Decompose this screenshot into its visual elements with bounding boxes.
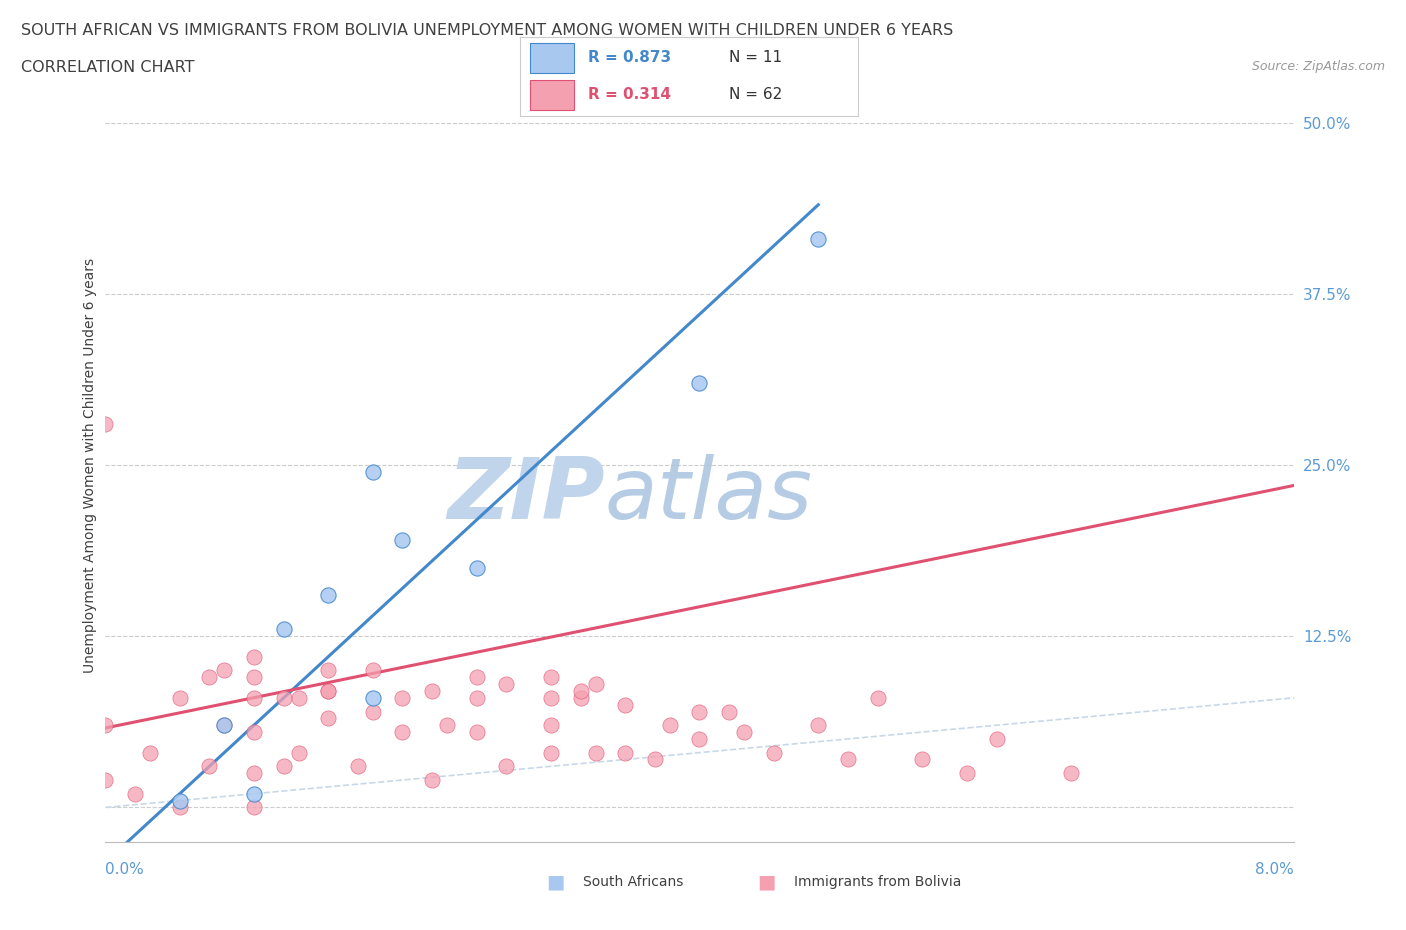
Point (243, 690, 266, 705)
Text: Immigrants from Bolivia: Immigrants from Bolivia (794, 874, 962, 889)
Point (347, 759, 370, 774)
Point (316, 684, 339, 698)
Point (124, 786, 146, 801)
Point (733, 724, 755, 739)
Bar (530, 43, 574, 73)
Point (361, 464, 384, 479)
Point (718, 704, 741, 719)
Point (540, 718, 562, 733)
Point (420, 684, 443, 698)
Point (316, 663, 339, 678)
Text: 0.0%: 0.0% (105, 862, 145, 877)
Point (287, 690, 309, 705)
Point (465, 690, 488, 705)
Point (243, 670, 266, 684)
Point (569, 690, 592, 705)
Point (614, 745, 637, 760)
Text: R = 0.873: R = 0.873 (588, 50, 671, 65)
Point (614, 698, 637, 712)
Point (540, 670, 562, 684)
Text: South Africans: South Africans (583, 874, 683, 889)
Point (866, 690, 889, 705)
Point (986, 732, 1008, 747)
Point (689, 376, 711, 391)
Point (243, 800, 266, 815)
Point (585, 677, 607, 692)
Point (243, 765, 266, 780)
Point (243, 786, 266, 801)
Point (465, 670, 488, 684)
Point (214, 718, 236, 733)
Point (316, 711, 339, 725)
Point (94, 773, 117, 788)
Point (762, 745, 785, 760)
Text: ■: ■ (756, 872, 776, 891)
Point (807, 718, 830, 733)
Point (214, 718, 236, 733)
Point (391, 724, 413, 739)
Text: R = 0.314: R = 0.314 (588, 87, 671, 102)
Text: ■: ■ (546, 872, 565, 891)
Point (495, 677, 517, 692)
Point (391, 533, 413, 548)
Point (198, 759, 221, 774)
Point (94, 417, 117, 432)
Point (465, 724, 488, 739)
Point (169, 793, 191, 808)
Point (214, 663, 236, 678)
Point (540, 690, 562, 705)
Point (361, 690, 384, 705)
Text: atlas: atlas (605, 454, 813, 537)
Bar (530, 80, 574, 110)
Point (273, 622, 295, 637)
Point (837, 752, 859, 767)
Point (316, 588, 339, 603)
Point (1060, 765, 1083, 780)
Text: CORRELATION CHART: CORRELATION CHART (21, 60, 194, 75)
Text: 8.0%: 8.0% (1254, 862, 1294, 877)
Point (465, 560, 488, 575)
Text: SOUTH AFRICAN VS IMMIGRANTS FROM BOLIVIA UNEMPLOYMENT AMONG WOMEN WITH CHILDREN : SOUTH AFRICAN VS IMMIGRANTS FROM BOLIVIA… (21, 23, 953, 38)
Point (273, 759, 295, 774)
Point (361, 663, 384, 678)
Point (807, 232, 830, 246)
Point (391, 690, 413, 705)
Point (420, 773, 443, 788)
Y-axis label: Unemployment Among Women with Children Under 6 years: Unemployment Among Women with Children U… (83, 258, 97, 672)
Point (243, 649, 266, 664)
Point (689, 704, 711, 719)
Point (361, 704, 384, 719)
Point (273, 690, 295, 705)
Point (658, 718, 681, 733)
Text: Source: ZipAtlas.com: Source: ZipAtlas.com (1251, 60, 1385, 73)
Point (956, 765, 979, 780)
Point (287, 745, 309, 760)
Point (169, 690, 191, 705)
Text: N = 11: N = 11 (730, 50, 783, 65)
Point (911, 752, 934, 767)
Point (169, 800, 191, 815)
Point (139, 745, 162, 760)
Text: ZIP: ZIP (447, 454, 605, 537)
Text: N = 62: N = 62 (730, 87, 783, 102)
Point (198, 670, 221, 684)
Point (644, 752, 666, 767)
Point (585, 745, 607, 760)
Point (569, 684, 592, 698)
Point (495, 759, 517, 774)
Point (94, 718, 117, 733)
Point (436, 718, 458, 733)
Point (243, 724, 266, 739)
Point (689, 732, 711, 747)
Point (540, 745, 562, 760)
Point (316, 684, 339, 698)
